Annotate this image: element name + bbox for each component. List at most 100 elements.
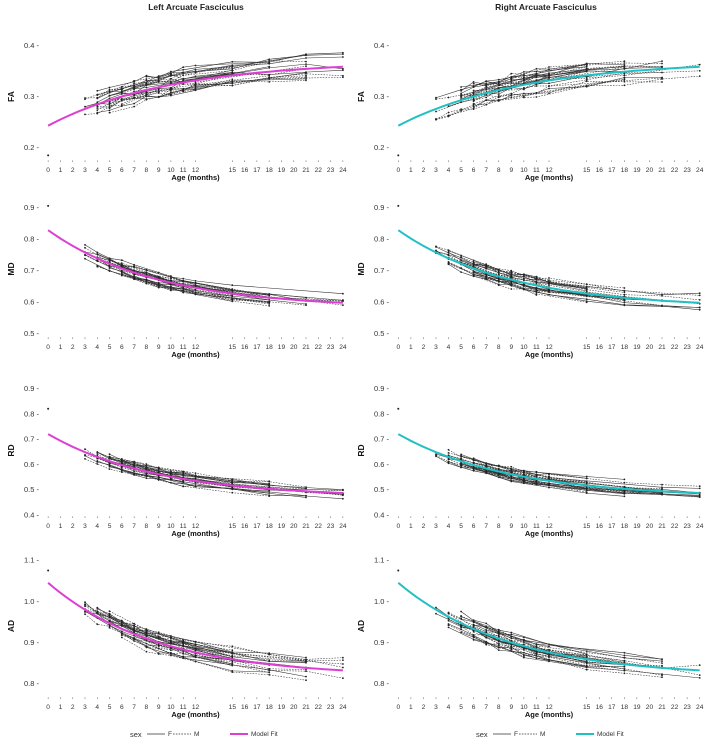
subject-point [84, 613, 86, 615]
subject-point [305, 78, 307, 80]
subject-line-m [448, 624, 663, 676]
subject-point [523, 636, 525, 639]
x-tick-mark: ' [305, 697, 306, 704]
x-tick-mark: ' [548, 337, 549, 344]
subject-point [120, 269, 123, 272]
x-tick-label: 1 [59, 704, 63, 711]
x-tick-label: 18 [621, 704, 629, 711]
subject-point [170, 472, 172, 475]
legend-title: sex [130, 730, 142, 739]
x-tick-label: 7 [484, 523, 488, 530]
x-tick-label: 0 [396, 523, 400, 530]
subject-point [157, 92, 160, 94]
subject-point [623, 654, 626, 657]
subject-point [231, 78, 234, 81]
subject-point [497, 283, 500, 286]
subject-point [170, 637, 172, 639]
y-tick-label: 1.1 - [24, 556, 40, 565]
subject-point [231, 284, 234, 287]
subject-point [268, 300, 271, 303]
x-tick-label: 8 [497, 167, 501, 174]
subject-point [108, 616, 111, 618]
subject-point [460, 259, 462, 262]
subject-point [84, 113, 86, 116]
x-tick-label: 12 [192, 167, 200, 174]
subject-point [231, 84, 234, 87]
subject-point [157, 275, 160, 278]
subject-point [108, 97, 111, 100]
x-tick-mark: ' [281, 160, 282, 167]
x-tick-label: 22 [671, 704, 679, 711]
subject-point [661, 304, 663, 307]
x-tick-mark: ' [183, 516, 184, 523]
subject-point [510, 468, 513, 471]
subject-point [510, 631, 513, 634]
subject-point [472, 639, 475, 641]
subject-line-f [109, 258, 233, 290]
x-tick-label: 15 [229, 523, 237, 530]
subject-point [623, 293, 626, 296]
subject-point [472, 619, 475, 621]
subject-point [447, 263, 450, 266]
subject-point [447, 448, 450, 451]
y-tick-label: 1.0 - [374, 597, 390, 606]
subject-point [268, 305, 271, 307]
x-tick-label: 6 [120, 167, 124, 174]
subject-point [460, 610, 462, 613]
subject-line-m [448, 80, 663, 116]
model-fit-line [397, 433, 700, 494]
x-tick-mark: ' [486, 160, 487, 167]
subject-point [535, 470, 538, 473]
subject-point [133, 462, 136, 465]
subject-point [472, 260, 475, 263]
x-tick-label: 3 [83, 523, 87, 530]
subject-point [182, 66, 185, 69]
subject-point [523, 79, 525, 82]
x-tick-label: 6 [472, 167, 476, 174]
x-tick-label: 12 [545, 167, 553, 174]
subject-point [108, 464, 111, 467]
outlier-point [47, 569, 50, 572]
outlier-point [47, 407, 50, 410]
x-tick-mark: ' [448, 516, 449, 523]
subject-point [623, 76, 626, 79]
model-fit-line [397, 229, 700, 304]
x-tick-label: 7 [132, 523, 136, 530]
subject-point [157, 644, 160, 647]
subject-point [661, 60, 663, 62]
subject-point [472, 91, 475, 94]
x-tick-label: 0 [396, 704, 400, 711]
subject-point [194, 656, 197, 658]
x-tick-label: 17 [253, 523, 261, 530]
subject-point [133, 622, 136, 625]
x-tick-mark: ' [109, 337, 110, 344]
subject-point [472, 89, 475, 92]
subject-point [108, 260, 111, 262]
x-tick-mark: ' [158, 160, 159, 167]
x-tick-mark: ' [342, 160, 343, 167]
x-tick-label: 10 [167, 167, 175, 174]
x-tick-mark: ' [84, 160, 85, 167]
subject-line-f [97, 608, 307, 658]
subject-point [510, 648, 513, 651]
y-tick-label: 0.4 - [24, 41, 40, 50]
subject-line-m [435, 75, 700, 120]
x-tick-label: 17 [608, 523, 616, 530]
x-tick-label: 22 [315, 167, 323, 174]
subject-point [96, 109, 99, 111]
subject-point [510, 480, 513, 483]
subject-point [305, 63, 307, 65]
subject-point [435, 606, 437, 609]
subject-point [342, 663, 344, 665]
subject-point [84, 448, 86, 451]
subject-point [472, 81, 475, 83]
x-tick-mark: ' [448, 697, 449, 704]
x-tick-label: 23 [683, 344, 691, 351]
panel-ad-left: 0.8 -0.9 -1.0 -1.1 -AD'0'1'2'3'4'5'6'7'8… [6, 556, 347, 719]
subject-point [472, 273, 475, 276]
legend-title: sex [476, 730, 488, 739]
x-tick-mark: ' [305, 160, 306, 167]
x-tick-label: 6 [472, 344, 476, 351]
x-tick-label: 21 [658, 523, 666, 530]
subject-point [145, 475, 148, 478]
